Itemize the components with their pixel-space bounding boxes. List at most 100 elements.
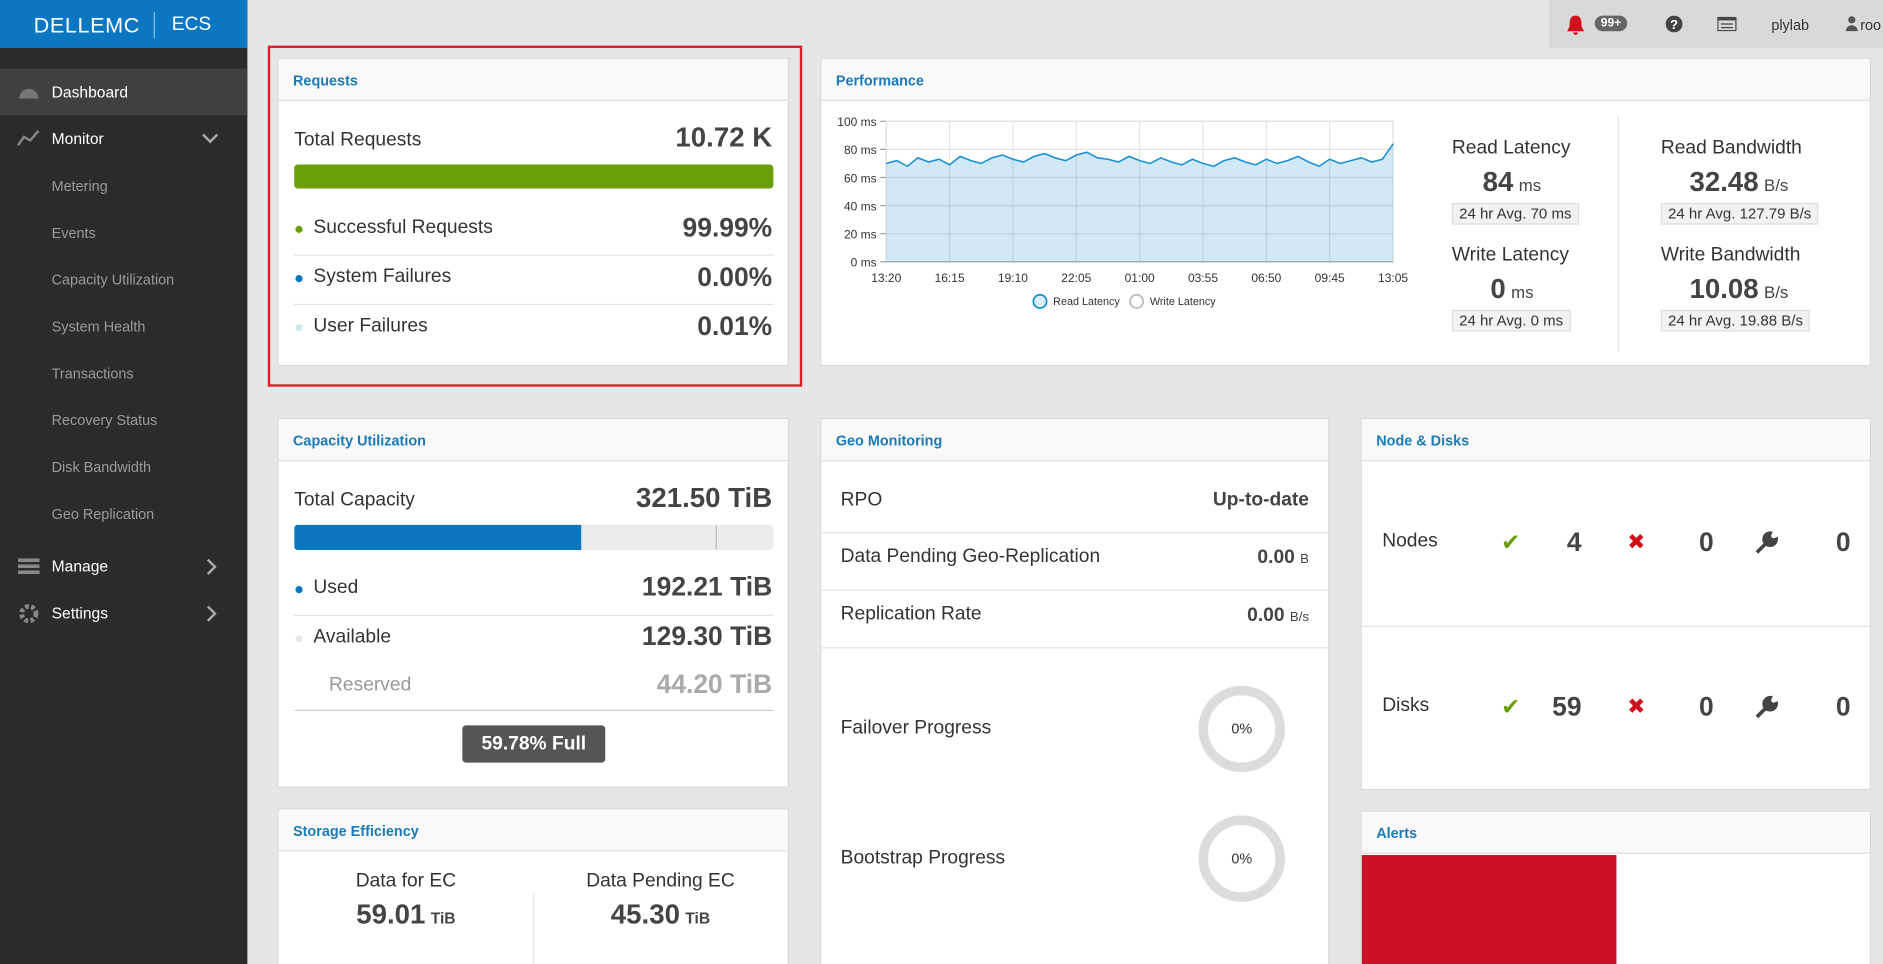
row-label: Used	[313, 577, 359, 599]
row-label: Data Pending Geo-Replication	[840, 546, 1101, 567]
chevron	[206, 605, 217, 622]
row-label: Reserved	[329, 674, 412, 696]
progress-label: Failover Progress	[840, 718, 992, 739]
row-value: 0.00%	[697, 261, 773, 292]
value: 32.48	[1689, 165, 1759, 197]
brand-bar: DELLEMC ECS	[0, 0, 248, 49]
chevron	[202, 133, 219, 144]
help-icon[interactable]: ?	[1665, 15, 1683, 33]
row-value: 0.00 B/s	[1247, 605, 1309, 627]
x-tick-label: 06:50	[1251, 271, 1281, 285]
wrench-icon	[1755, 531, 1778, 554]
value: 10.08	[1689, 272, 1759, 304]
value: 0.00	[1247, 605, 1285, 626]
row-value: 0.00 B	[1257, 548, 1309, 570]
x-tick-label: 19:10	[998, 271, 1028, 285]
error-icon: ✖	[1627, 529, 1646, 554]
efficiency-panel: Storage Efficiency Data for EC 59.01 TiB…	[277, 808, 789, 964]
y-tick-label: 40 ms	[844, 199, 877, 213]
legend-label: Write Latency	[1150, 296, 1216, 308]
ok-icon: ✔	[1501, 530, 1521, 557]
separator	[294, 303, 774, 306]
metric-value: 84 ms	[1452, 166, 1572, 198]
bullet	[295, 635, 303, 643]
divider	[1617, 116, 1619, 352]
series-line	[886, 143, 1394, 168]
row-value: 129.30 TiB	[641, 620, 773, 651]
legend-marker	[1129, 293, 1145, 309]
user-name[interactable]: plylab	[1771, 16, 1809, 34]
value: 59.01	[356, 898, 426, 930]
panel-title: Requests	[278, 58, 788, 101]
nav-item[interactable]: Dashboard	[0, 68, 248, 116]
latency-chart: 0 ms 20 ms 40 ms 60 ms 80 ms 100 ms 13:20 16:15…	[837, 115, 1408, 309]
x-tick-label: 16:15	[935, 271, 965, 285]
nav-label: Settings	[51, 604, 109, 623]
bullet	[295, 275, 303, 283]
total-label: Total Requests	[294, 129, 422, 151]
y-tick-label: 100 ms	[837, 115, 876, 129]
nav-item[interactable]: Monitor	[0, 115, 247, 162]
account[interactable]: roo	[1860, 16, 1882, 34]
nav-item[interactable]: Manage	[0, 543, 247, 590]
nav-sub[interactable]: Geo Replication	[51, 505, 155, 523]
metric-label: Read Latency	[1451, 138, 1571, 159]
row-label: User Failures	[313, 315, 428, 337]
nav-sub[interactable]: Events	[51, 224, 96, 242]
card-icon[interactable]	[1717, 16, 1737, 32]
nav-label: Monitor	[51, 129, 104, 148]
alerts-panel: Alerts	[1360, 810, 1872, 964]
separator	[294, 614, 774, 617]
legend-label: Read Latency	[1053, 296, 1120, 308]
unit: B/s	[1763, 175, 1789, 195]
nav-sub[interactable]: Metering	[51, 177, 108, 195]
nav-sub[interactable]: Recovery Status	[51, 411, 158, 429]
bell-icon[interactable]	[1566, 14, 1585, 36]
nav-sub[interactable]: Disk Bandwidth	[51, 458, 151, 476]
row-value: Up-to-date	[1212, 489, 1309, 511]
good-count: 4	[1566, 527, 1582, 558]
nav-label: Manage	[51, 557, 109, 576]
nav-sub[interactable]: System Health	[51, 318, 146, 336]
row-label: RPO	[840, 489, 883, 511]
capacity-bar	[294, 524, 774, 551]
metric-avg: 24 hr Avg. 127.79 B/s	[1660, 202, 1819, 225]
panel-title: Geo Monitoring	[821, 419, 1329, 462]
row-label: Disks	[1382, 695, 1430, 716]
value: 84	[1482, 165, 1514, 197]
nav-item[interactable]: Settings	[0, 590, 247, 637]
unit: TiB	[430, 909, 456, 928]
nav-sub[interactable]: Transactions	[51, 365, 134, 382]
row-label: Available	[313, 626, 392, 648]
legend-marker	[1032, 293, 1048, 309]
unit: B	[1300, 552, 1309, 567]
panel-title: Storage Efficiency	[278, 809, 788, 852]
progress-donut: 0%	[1198, 685, 1285, 773]
progress-donut: 0%	[1198, 815, 1285, 902]
nodes-panel: Node & Disks Nodes ✔ 4 ✖ 0 0 Disks ✔ 59 ✖ 0 0	[1360, 417, 1872, 791]
value: 0	[1490, 272, 1506, 304]
row-label: Nodes	[1382, 530, 1438, 552]
reserved-marker	[715, 524, 717, 551]
x-tick-label: 03:55	[1188, 271, 1218, 285]
x-tick-label: 01:00	[1125, 271, 1155, 285]
badge: 99+	[1594, 15, 1628, 32]
ok-icon: ✔	[1501, 695, 1521, 721]
nav-sub[interactable]: Capacity Utilization	[51, 271, 175, 289]
metric-value: 0 ms	[1452, 273, 1572, 305]
divider	[153, 12, 155, 39]
metric-value: 32.48 B/s	[1661, 166, 1817, 198]
bullet	[295, 225, 303, 233]
x-tick-label: 22:05	[1061, 271, 1091, 285]
requests-panel: Requests Total Requests 10.72 K Successf…	[277, 57, 789, 367]
icon	[19, 604, 39, 624]
bad-count: 0	[1698, 527, 1714, 558]
separator	[821, 589, 1329, 591]
bad-count: 0	[1698, 691, 1714, 722]
series-area	[886, 143, 1394, 262]
x-tick-label: 09:45	[1315, 271, 1345, 285]
unit: B/s	[1289, 610, 1309, 625]
performance-panel: Performance 0 ms 20 ms 40 ms 60 ms 80 ms 100 …	[820, 57, 1872, 367]
